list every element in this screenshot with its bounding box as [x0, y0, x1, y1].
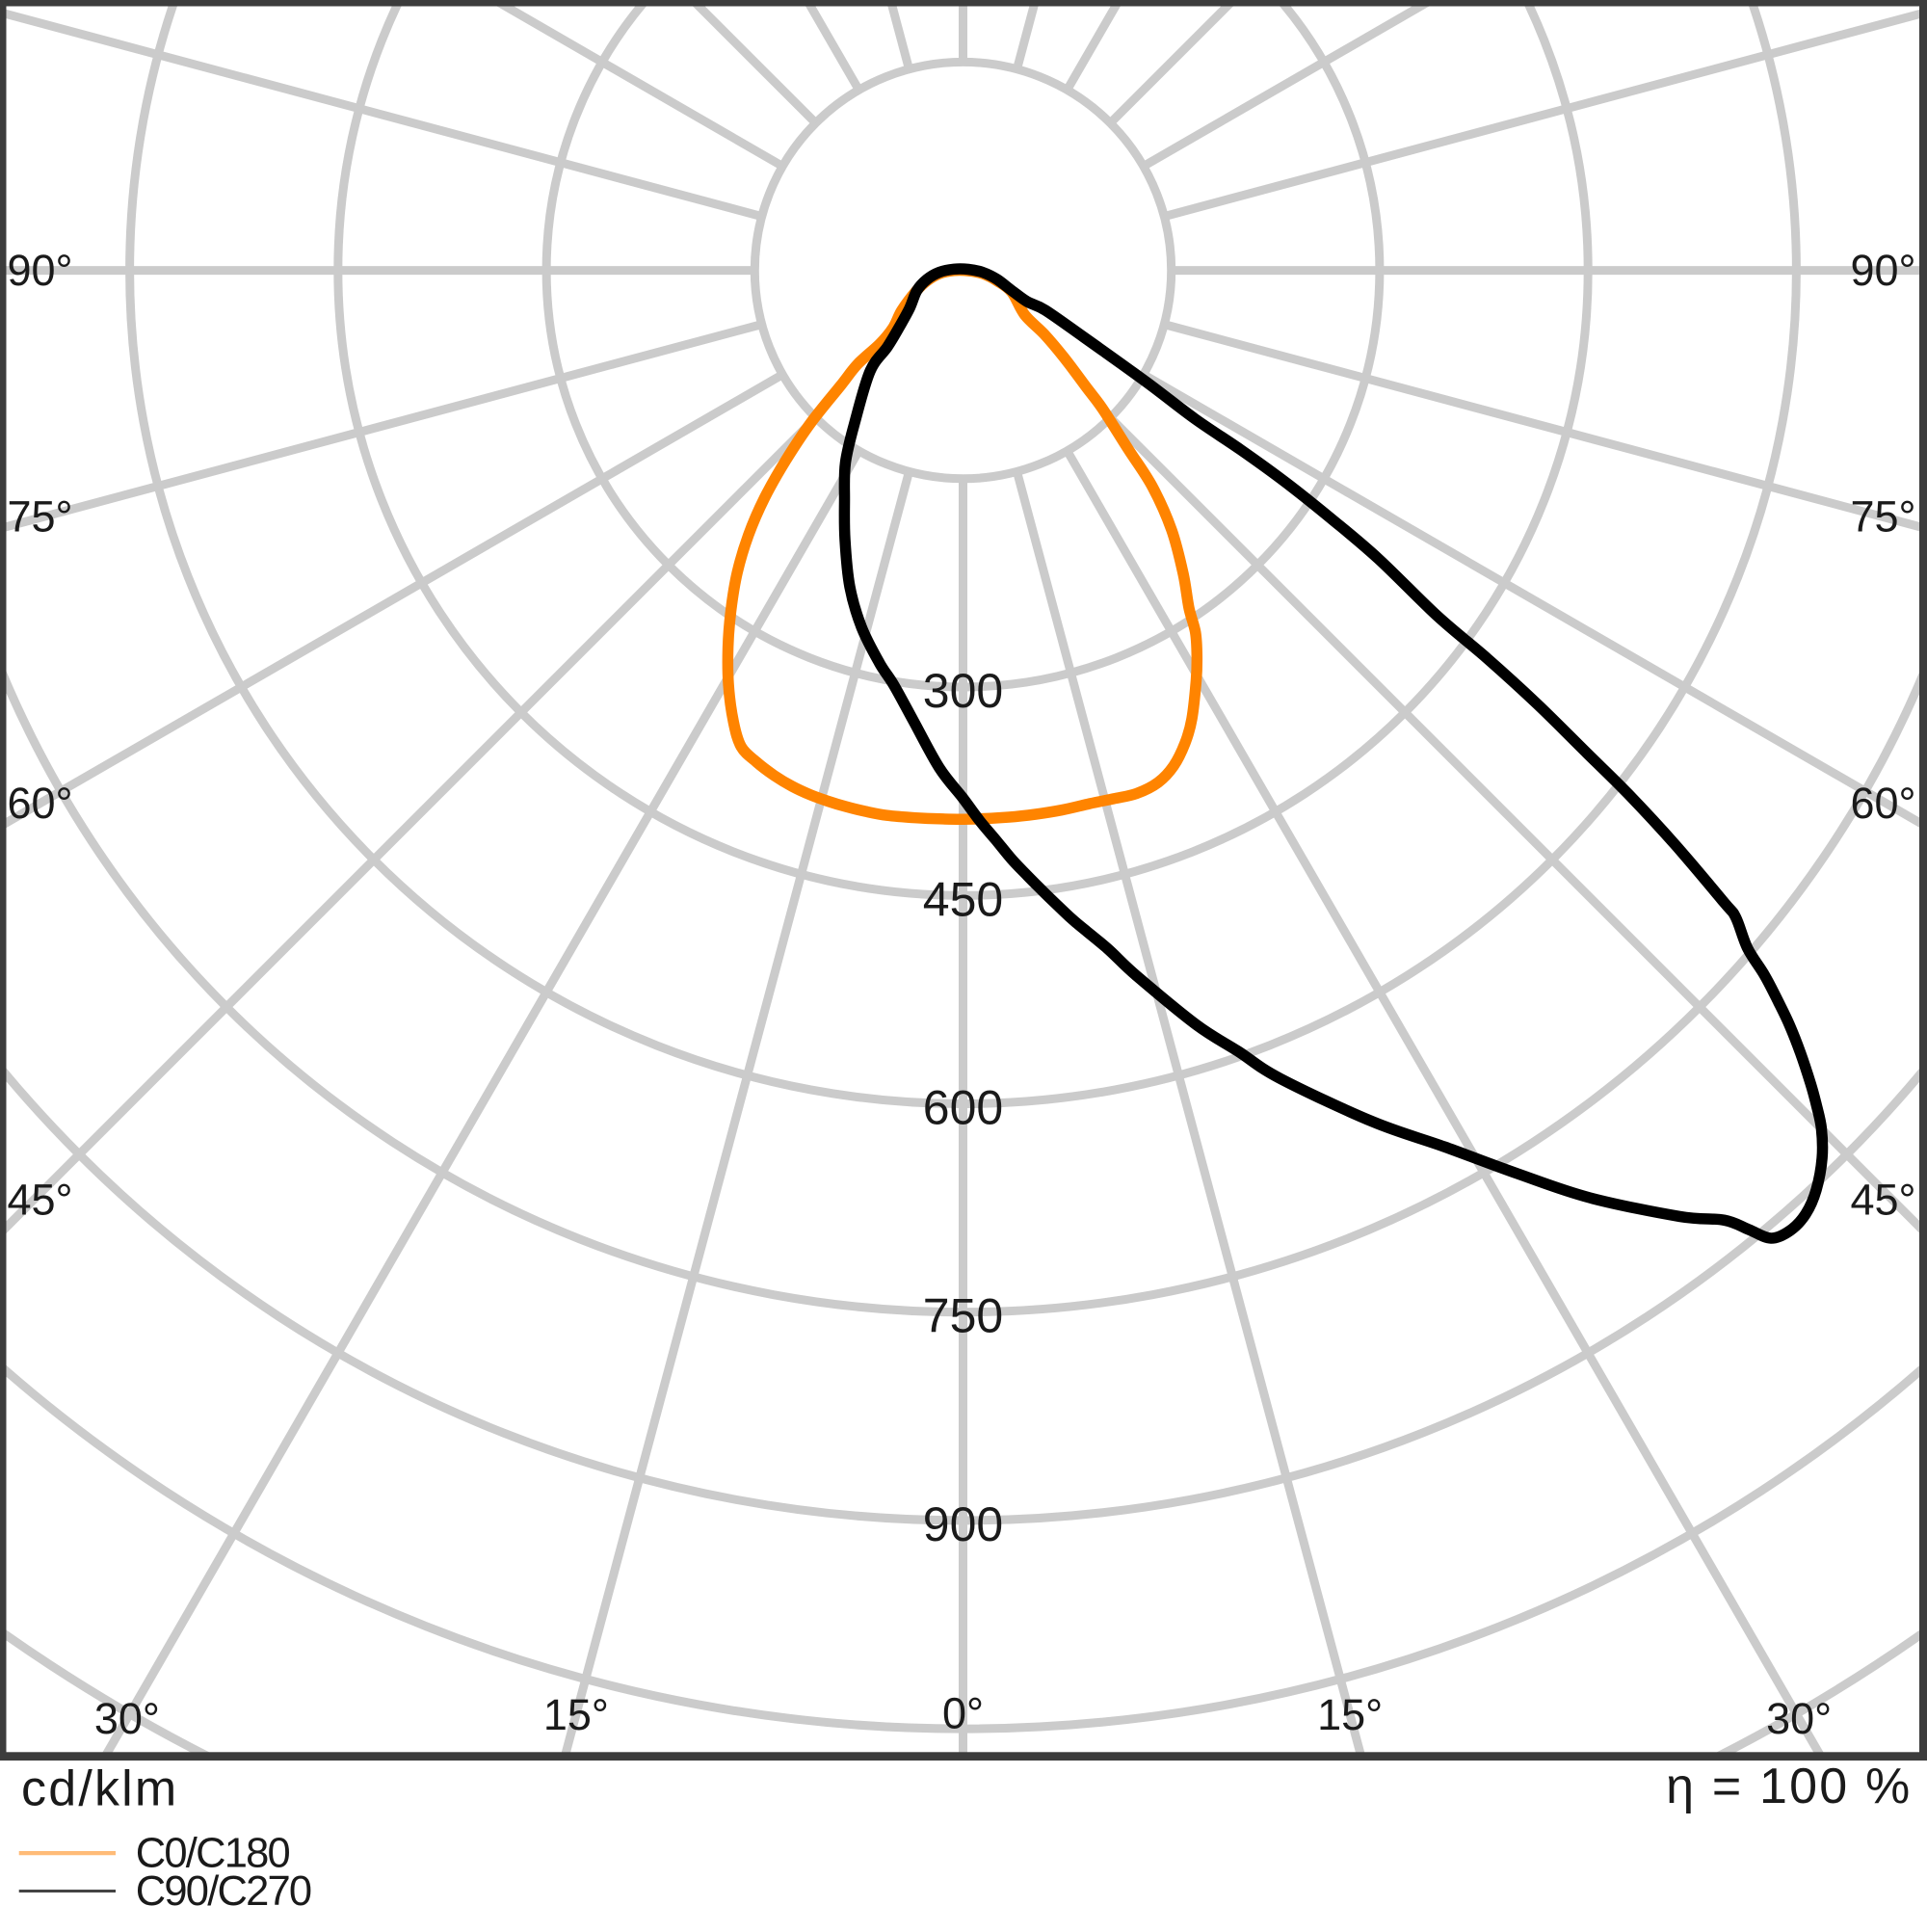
- svg-text:750: 750: [923, 1289, 1003, 1343]
- svg-text:cd/klm: cd/klm: [21, 1761, 178, 1817]
- svg-text:15°: 15°: [1317, 1690, 1383, 1739]
- svg-text:60°: 60°: [8, 779, 73, 828]
- svg-text:75°: 75°: [1850, 492, 1915, 542]
- svg-text:60°: 60°: [1850, 779, 1915, 828]
- svg-text:C90/C270: C90/C270: [136, 1868, 311, 1915]
- svg-text:η = 100 %: η = 100 %: [1666, 1759, 1912, 1814]
- svg-text:300: 300: [923, 664, 1003, 718]
- svg-text:30°: 30°: [94, 1694, 160, 1743]
- svg-text:75°: 75°: [8, 492, 73, 542]
- svg-text:900: 900: [923, 1497, 1003, 1551]
- svg-text:90°: 90°: [8, 246, 73, 295]
- svg-text:C0/C180: C0/C180: [136, 1831, 290, 1877]
- svg-text:450: 450: [923, 872, 1003, 926]
- svg-text:45°: 45°: [1850, 1175, 1915, 1224]
- svg-text:45°: 45°: [8, 1175, 73, 1224]
- svg-text:15°: 15°: [543, 1690, 609, 1739]
- svg-text:0°: 0°: [942, 1689, 984, 1738]
- svg-text:600: 600: [923, 1081, 1003, 1135]
- svg-text:30°: 30°: [1766, 1694, 1832, 1743]
- svg-text:90°: 90°: [1850, 246, 1915, 295]
